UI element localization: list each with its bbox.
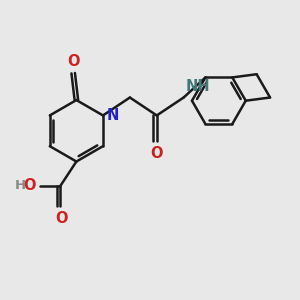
Text: N: N	[106, 108, 118, 123]
Text: O: O	[23, 178, 35, 193]
Text: H: H	[15, 179, 26, 192]
Text: O: O	[151, 146, 163, 160]
Text: O: O	[56, 211, 68, 226]
Text: O: O	[67, 54, 80, 69]
Text: NH: NH	[186, 79, 210, 94]
